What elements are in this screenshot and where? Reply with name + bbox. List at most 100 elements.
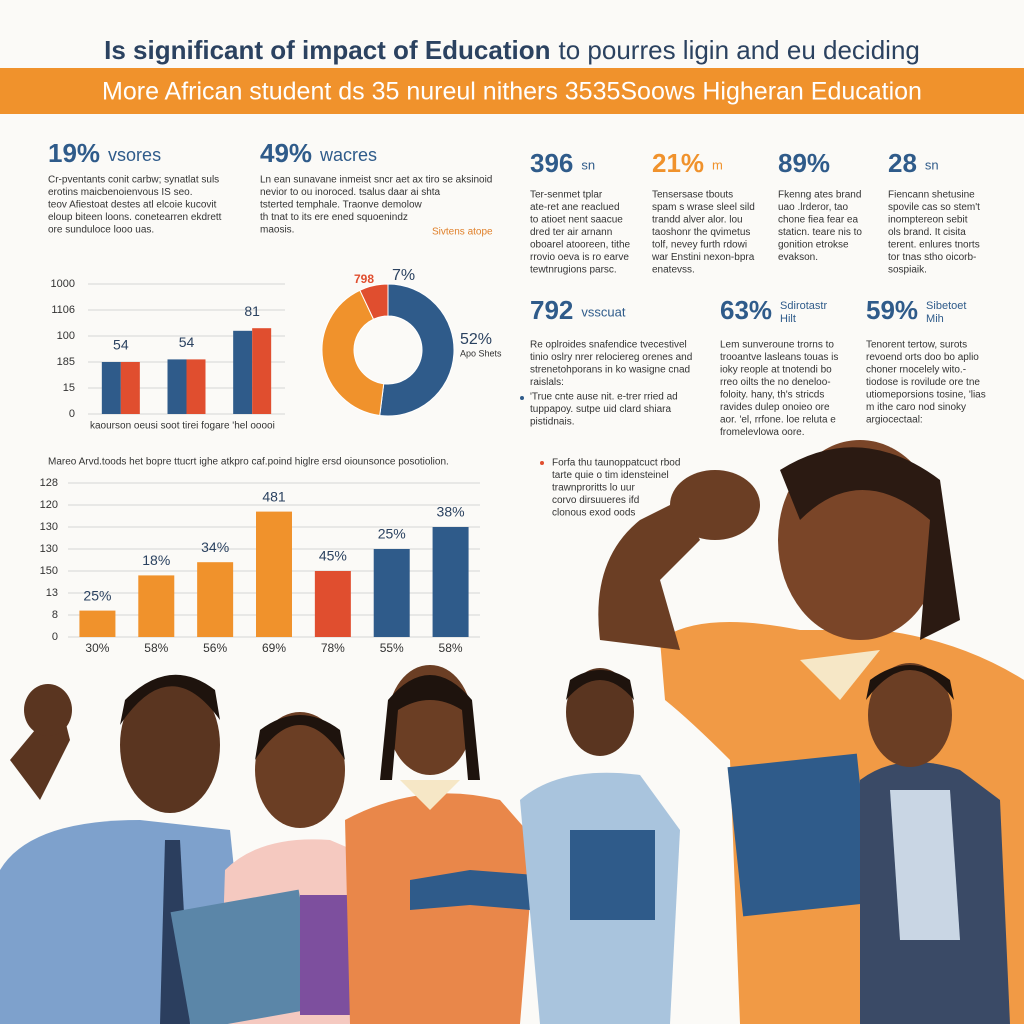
y-tick-label: 0 [69, 408, 75, 420]
y-tick-label: 1000 [51, 278, 75, 290]
stat-body: spam s wrase sleel sild [652, 202, 755, 213]
stat-body: utiomeporsions tosine, 'lias [866, 390, 986, 401]
stat-body: strenetohporans in ko wasigne cnad [530, 365, 690, 376]
x-tick-label: 58% [144, 641, 168, 655]
stat-label: vsores [108, 145, 161, 165]
bar-annotation: 481 [262, 488, 286, 504]
y-tick-label: 8 [52, 609, 58, 621]
bar [314, 571, 351, 637]
stat-value: 28 [888, 148, 917, 178]
stat-body: Tenorent tertow, surots [866, 340, 967, 351]
bar-annotation: 25% [378, 526, 406, 542]
stat-body: to atioet nent saacue [530, 215, 623, 226]
stat-body: tiodose is rovilude ore tne [866, 377, 980, 388]
stat-body: teov Afiestoat destes atl elcoie kucovit [48, 200, 217, 211]
y-tick-label: 150 [40, 565, 58, 577]
bar-annotation: 54 [113, 337, 129, 353]
bar-annotation: 81 [244, 303, 260, 319]
bullet-dot [540, 461, 544, 465]
stat-body: revoend orts doo bo aplio [866, 352, 979, 363]
title-bold: Is significant of impact of Education [104, 35, 550, 65]
bar [101, 362, 121, 414]
stat-body: chone fiea fear ea [778, 215, 858, 226]
bar [79, 610, 116, 637]
note-text: tarte quie o tim idensteinel [552, 470, 669, 481]
stat-body: aor. 'el, rrfone. loe reluta e [720, 415, 836, 426]
x-tick-label: 30% [85, 641, 109, 655]
stat-label: sn [925, 157, 939, 172]
note-text: corvo dirsuueres ifd [552, 495, 639, 506]
bar [373, 549, 410, 637]
stat-body: Tensersase tbouts [652, 190, 733, 201]
stat-body: m ithe caro nod sinoky [866, 402, 966, 413]
stat-body: Lem sunveroune trorns to [720, 340, 834, 351]
stat-label: vsscuat [581, 304, 625, 319]
y-tick-label: 1106 [51, 304, 75, 316]
stat-body: eloup biteen loons. conetearren ekdrett [48, 212, 222, 223]
stat-label: m [712, 157, 723, 172]
stat-body: trooantve lasleans touas is [720, 352, 838, 363]
bar-annotation: 34% [201, 539, 229, 555]
stat-body: maosis. [260, 225, 294, 236]
stat-body: foloity. hany, th's stricds [720, 390, 824, 401]
stat-body: Cr-pventants conit carbw; synatlat suls [48, 175, 219, 186]
stat-body: uao .lrderor, tao [778, 202, 848, 213]
bar [432, 527, 469, 637]
y-tick-label: 100 [57, 330, 75, 342]
stat-label: Sdirotastr [780, 300, 827, 312]
x-tick-label: 69% [262, 641, 286, 655]
donut-slice [359, 283, 389, 320]
bar [120, 362, 140, 414]
slice-label: 7% [392, 267, 415, 284]
stat-body: sospiaik. [888, 265, 927, 276]
donut-annotation: Apo Shets [460, 348, 502, 358]
donut-annotation: 798 [354, 272, 374, 286]
stat-body: ioky reople at tnotendi bo [720, 365, 832, 376]
bar-annotation: 45% [319, 548, 347, 564]
bar-annotation: 38% [437, 504, 465, 520]
stat-body: spovile cas so stem't [888, 202, 980, 213]
stat-body: Fiencann shetusine [888, 190, 975, 201]
stat-body: argiocectaal: [866, 415, 923, 426]
bar [233, 330, 253, 414]
stat-body: rreo oilts the no deneloo- [720, 377, 831, 388]
stat-body: nevior to ou inoroced. tsalus daar ai sh… [260, 187, 441, 198]
bar [186, 359, 206, 414]
illustration [0, 440, 1024, 1024]
stat-body: enatevss. [652, 265, 695, 276]
stat-value: 792 [530, 295, 573, 325]
stat-value: 21% [652, 148, 704, 178]
x-tick-label: 55% [380, 641, 404, 655]
stat-body: tolf, nevey furth rdowi [652, 240, 747, 251]
stat-value: 89% [778, 148, 830, 178]
stat-body: terent. enlures tnorts [888, 240, 980, 251]
x-tick-label: 58% [439, 641, 463, 655]
x-tick-label: 78% [321, 641, 345, 655]
bar [252, 328, 272, 414]
y-tick-label: 185 [57, 356, 75, 368]
y-tick-label: 128 [40, 477, 58, 489]
stat-label: wacres [319, 145, 377, 165]
stat-label: Sibetoet [926, 300, 966, 312]
stat-value: 49% [260, 138, 312, 168]
bar [197, 562, 234, 637]
stat-body: fromelevlowa oore. [720, 427, 804, 438]
stat-body: gonition etrokse [778, 240, 849, 251]
stat-body: Ter-senmet tplar [530, 190, 603, 201]
bar [138, 575, 175, 637]
stat-value: 59% [866, 295, 918, 325]
title-rest: to pourres ligin and eu deciding [559, 35, 920, 65]
note-text: clonous exod oods [552, 508, 635, 519]
stat-body: tinio oslry nrer relociereg orenes and [530, 352, 692, 363]
slice-label: 52% [460, 331, 492, 348]
title: Is significant of impact of Education to … [104, 35, 920, 65]
stat-body: rrovio oeva is ro earve [530, 252, 629, 263]
bar-annotation: 54 [179, 334, 195, 350]
note-text: 'True cnte ause nit. e-trer rried ad [530, 392, 678, 403]
stat-body: ravides dulep onoieo ore [720, 402, 830, 413]
chart-title: Mareo Arvd.toods het bopre ttucrt ighe a… [48, 457, 449, 468]
y-tick-label: 13 [46, 587, 58, 599]
stat-body: trandd alver alor. lou [652, 215, 743, 226]
stat-body: oboarel atooreen, tithe [530, 240, 631, 251]
